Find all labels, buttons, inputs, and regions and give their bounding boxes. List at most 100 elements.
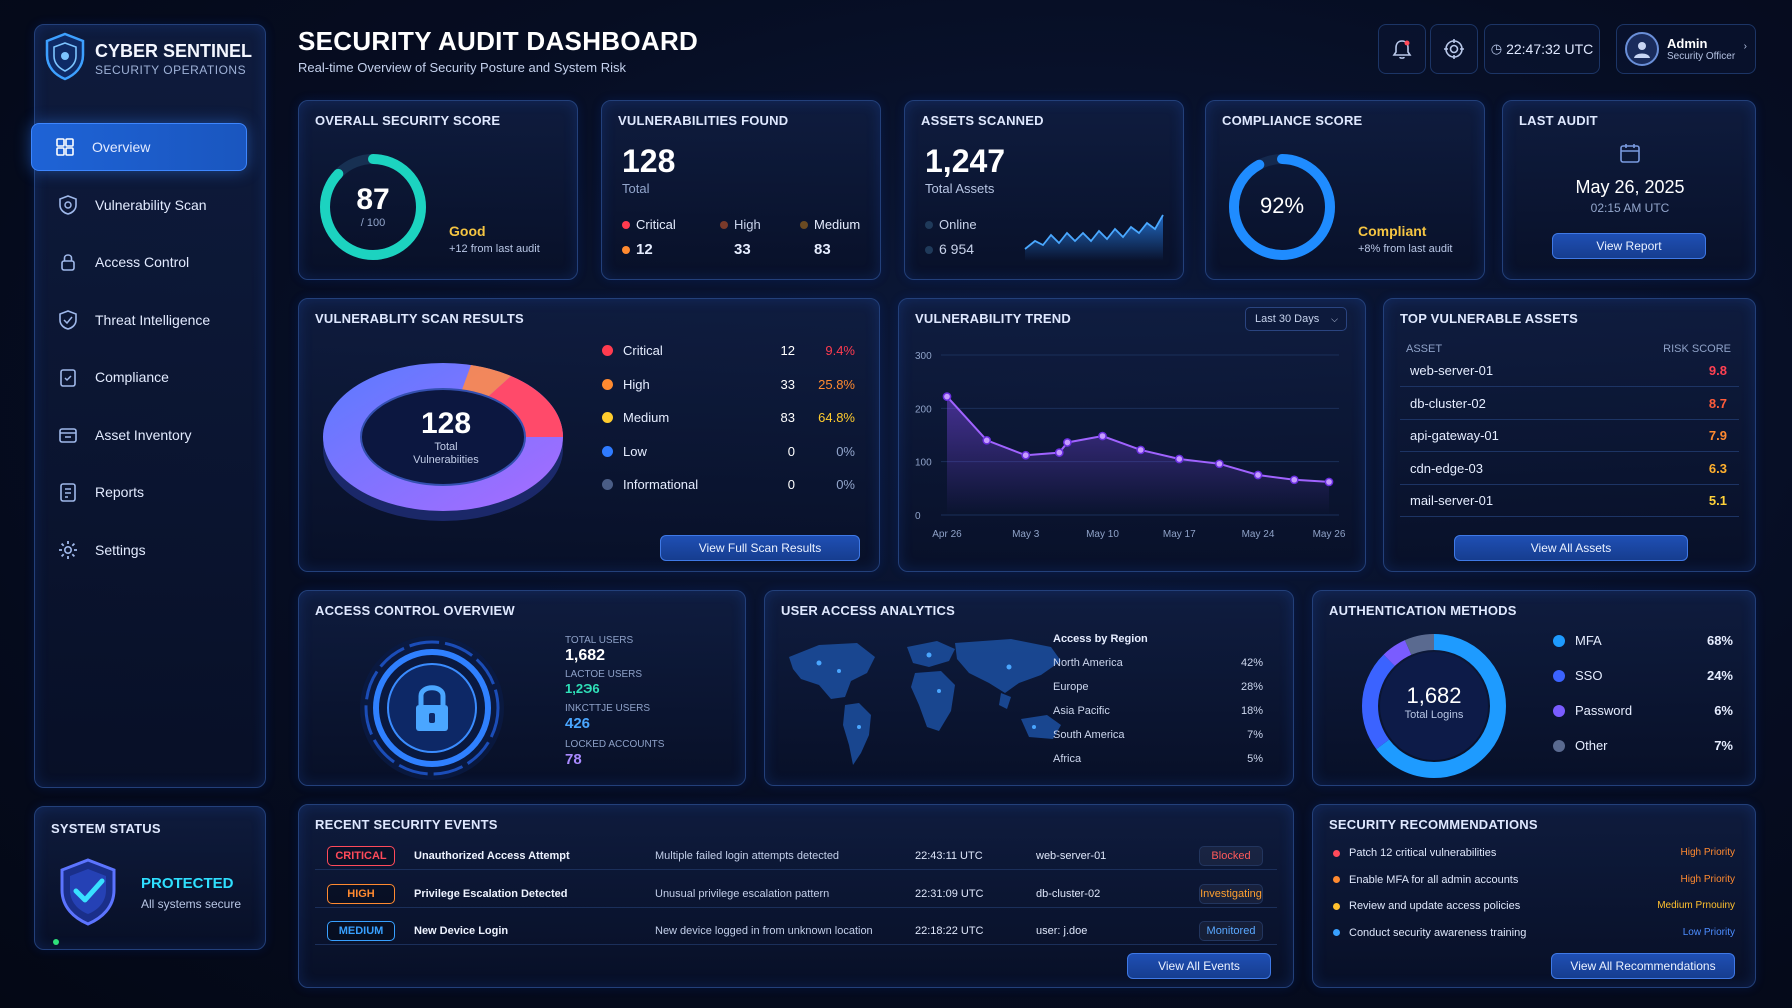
medium-dot [800, 221, 808, 229]
event-name[interactable]: New Device Login [414, 925, 509, 937]
sidebar-item-threat-intelligence[interactable]: Threat Intelligence [35, 296, 251, 344]
sidebar-item-overview[interactable]: Overview [31, 123, 247, 171]
severity-dot [602, 445, 613, 457]
recommendation-item[interactable]: Enable MFA for all admin accounts [1333, 874, 1518, 886]
user-icon [1634, 42, 1650, 58]
compliance-card: COMPLIANCE SCORE 92% Compliant +8% from … [1205, 100, 1485, 280]
target-button[interactable] [1430, 24, 1478, 74]
audit-time: 02:15 AM UTC [1590, 201, 1670, 215]
scan-row-label: Informational [623, 477, 699, 492]
assets-sparkline [1024, 214, 1164, 261]
page-title: SECURITY AUDIT DASHBOARD [298, 26, 699, 56]
card-title: COMPLIANCE SCORE [1222, 113, 1363, 128]
panel-title: VULNERABLITY SCAN RESULTS [315, 311, 524, 326]
sidebar-item-label: Reports [95, 484, 145, 500]
clock-icon: ◷ [1490, 41, 1503, 56]
clock-display: ◷ 22:47:32 UTC [1484, 24, 1600, 74]
chevron-down-icon: ⌵ [1331, 314, 1338, 324]
panel-title: VULNERABILITY TREND [915, 311, 1071, 326]
user-menu[interactable]: Admin Security Officer › [1616, 24, 1756, 74]
asset-row[interactable]: mail-server-01 5.1 [1400, 485, 1739, 517]
region-pct: 5% [1247, 753, 1263, 765]
security-recommendations-panel: SECURITY RECOMMENDATIONS Patch 12 critic… [1312, 804, 1756, 988]
y-tick-label: 0 [915, 511, 921, 522]
event-target: web-server-01 [1036, 850, 1107, 862]
sidebar-item-compliance[interactable]: Compliance [35, 353, 251, 401]
sidebar-item-label: Overview [92, 139, 151, 155]
recommendation-text: Enable MFA for all admin accounts [1349, 873, 1519, 886]
auth-method-row: Password [1553, 703, 1632, 718]
calendar-icon [1620, 144, 1640, 163]
scan-row-label: Low [623, 443, 647, 459]
auth-donut-chart [1362, 634, 1506, 778]
region-pct: 42% [1240, 657, 1263, 669]
priority-dot [1333, 902, 1340, 910]
sidebar-item-settings[interactable]: Settings [35, 526, 251, 574]
region-pct: 18% [1240, 705, 1263, 717]
sidebar-item-access-control[interactable]: Access Control [35, 238, 251, 286]
top-assets-panel: TOP VULNERABLE ASSETS ASSET RISK SCORE w… [1383, 298, 1756, 572]
view-report-button[interactable]: View Report [1552, 233, 1706, 259]
notification-button[interactable] [1378, 24, 1426, 74]
recommendation-priority: Low Priority [1682, 926, 1735, 938]
range-select[interactable]: Last 30 Days ⌵ [1245, 307, 1347, 331]
locked-accounts-value: 78 [565, 751, 582, 768]
vulnerability-trend-panel: VULNERABILITY TREND Last 30 Days ⌵ 300 20… [898, 298, 1366, 572]
event-name[interactable]: Unauthorized Access Attempt [414, 850, 570, 862]
view-all-recommendations-button[interactable]: View All Recommendations [1551, 953, 1735, 979]
auth-method-name: SSO [1575, 668, 1603, 683]
vulns-total-label: Total [622, 181, 650, 196]
region-name: South America [1053, 729, 1125, 741]
auth-method-pct: 6% [1714, 703, 1733, 718]
online-count-dot [925, 246, 933, 254]
view-full-scan-button[interactable]: View Full Scan Results [660, 535, 860, 561]
trend-point [1098, 431, 1107, 441]
severity-badge: MEDIUM [327, 921, 395, 941]
online-count: 6 954 [939, 241, 975, 257]
auth-method-name: Other [1575, 738, 1608, 753]
sidebar-item-reports[interactable]: Reports [35, 468, 251, 516]
x-tick-label: May 10 [1086, 529, 1119, 540]
asset-risk-score: 8.7 [1708, 395, 1727, 411]
recommendation-item[interactable]: Conduct security awareness training [1333, 927, 1526, 939]
recommendation-item[interactable]: Review and update access policies [1333, 900, 1520, 912]
scan-row-count: 33 [780, 376, 795, 392]
card-title: VULNERABILITIES FOUND [618, 113, 789, 128]
view-all-events-button[interactable]: View All Events [1127, 953, 1271, 979]
sidebar-item-label: Settings [95, 541, 146, 558]
severity-dot [602, 479, 613, 490]
event-name[interactable]: Privilege Escalation Detected [414, 887, 568, 900]
trend-point [1174, 454, 1184, 464]
user-access-analytics-panel: USER ACCESS ANALYTICS Access by Region N… [764, 590, 1294, 786]
crosshair-icon [1444, 39, 1464, 59]
online-label: Online [939, 217, 977, 232]
trend-point [1324, 477, 1334, 487]
compliance-gauge [1229, 154, 1335, 260]
trend-point [1054, 448, 1064, 457]
trend-point [1215, 459, 1224, 469]
access-control-panel: ACCESS CONTROL OVERVIEW TOTAL USERS 1,68… [298, 590, 746, 786]
auth-method-row: Other [1553, 738, 1608, 753]
vulns-total: 128 [622, 143, 676, 179]
event-divider [315, 869, 1277, 870]
last-audit-card: LAST AUDIT May 26, 2025 02:15 AM UTC Vie… [1502, 100, 1756, 280]
system-status-state: PROTECTED [141, 875, 234, 892]
scan-row: Low [602, 444, 647, 459]
scan-row: Medium [602, 410, 669, 425]
panel-title: TOP VULNERABLE ASSETS [1400, 311, 1579, 326]
asset-row[interactable]: cdn-edge-03 6.3 [1400, 453, 1739, 485]
asset-row[interactable]: api-gateway-01 7.9 [1400, 420, 1739, 452]
recommendation-item[interactable]: Patch 12 critical vulnerabilities [1333, 847, 1496, 859]
sidebar-item-label: Threat Intelligence [95, 311, 211, 328]
asset-row[interactable]: web-server-01 9.8 [1400, 355, 1739, 387]
trend-line-chart: 300 200 100 0 Apr 26 May 3 May 10 May 17 May 24 M… [915, 351, 1346, 540]
active-users-value: 1,2Э6 [565, 681, 600, 696]
severity-dot [602, 412, 613, 423]
sidebar-item-vulnerability-scan[interactable]: Vulnerability Scan [35, 181, 251, 229]
sidebar-item-asset-inventory[interactable]: Asset Inventory [35, 411, 251, 459]
compliance-status: Compliant [1358, 223, 1427, 239]
critical-dot [622, 221, 630, 229]
asset-row[interactable]: db-cluster-02 8.7 [1400, 388, 1739, 420]
col-risk-score: RISK SCORE [1663, 343, 1731, 355]
view-all-assets-button[interactable]: View All Assets [1454, 535, 1688, 561]
